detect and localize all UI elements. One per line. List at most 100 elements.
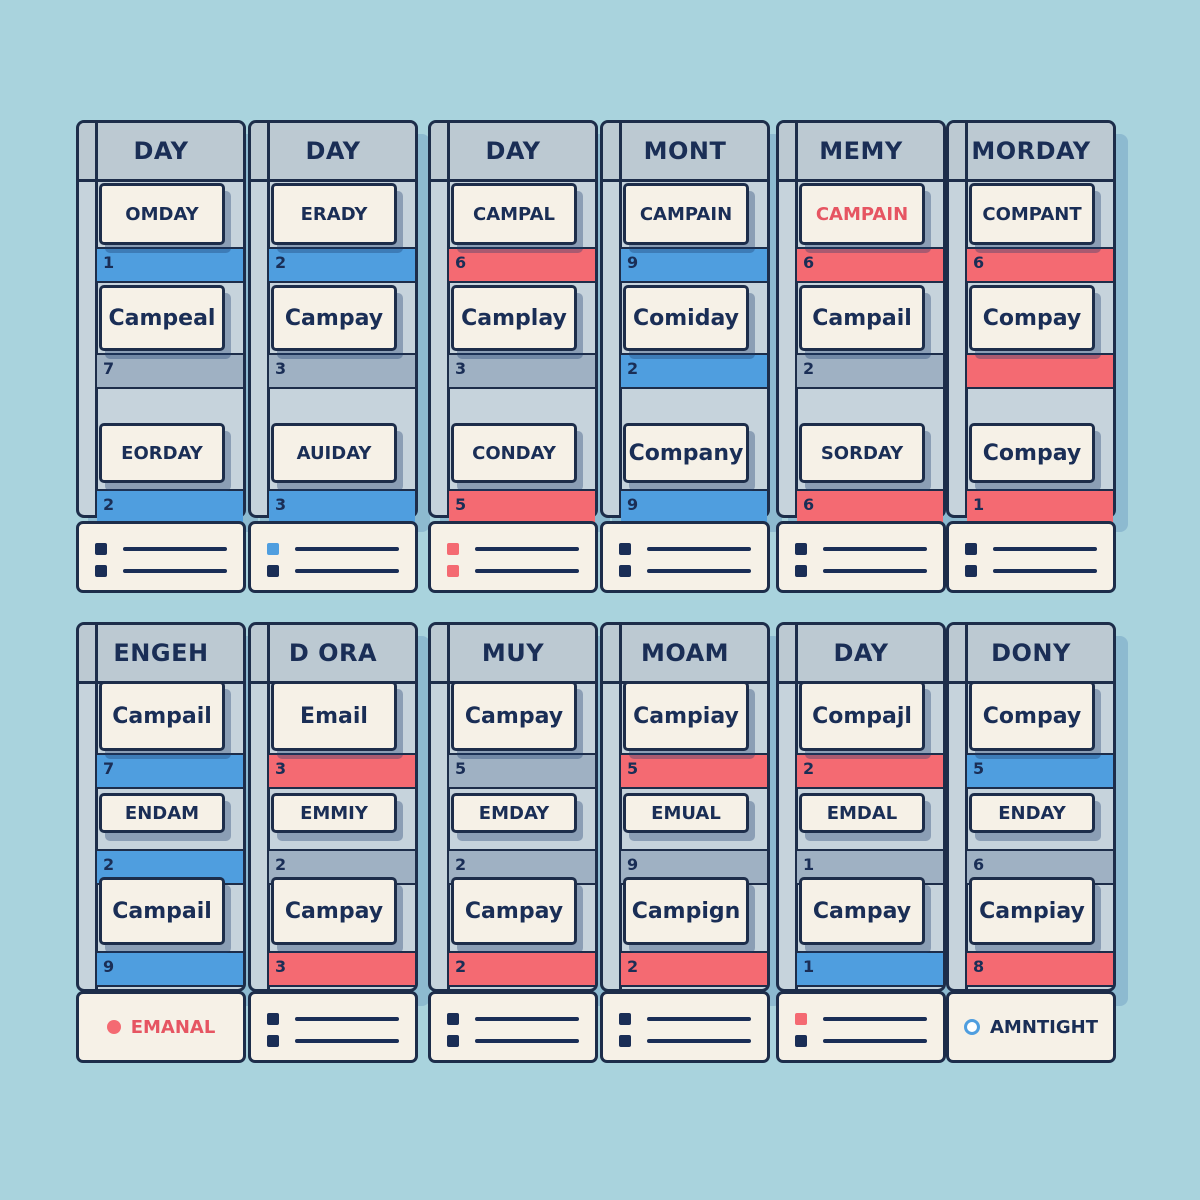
- column-header[interactable]: MUY: [431, 625, 595, 684]
- column-footer[interactable]: [76, 521, 246, 593]
- event-card[interactable]: AUIDAY: [271, 423, 397, 483]
- legend-row: [267, 1012, 399, 1026]
- column-footer[interactable]: [248, 521, 418, 593]
- event-card[interactable]: EMDAY: [451, 793, 577, 833]
- event-card[interactable]: EORDAY: [99, 423, 225, 483]
- column-footer[interactable]: [428, 521, 598, 593]
- event-band[interactable]: 2: [797, 353, 943, 389]
- date-number: 9: [627, 253, 639, 272]
- event-band[interactable]: 8: [967, 951, 1113, 987]
- event-card[interactable]: Company: [623, 423, 749, 483]
- event-card[interactable]: ENDAY: [969, 793, 1095, 833]
- column-footer[interactable]: [776, 991, 946, 1063]
- column-footer[interactable]: [248, 991, 418, 1063]
- event-card[interactable]: Campay: [271, 285, 397, 351]
- event-card[interactable]: Campign: [623, 877, 749, 945]
- event-card[interactable]: Compay: [969, 285, 1095, 351]
- column-header[interactable]: DAY: [251, 123, 415, 182]
- event-band[interactable]: 9: [621, 247, 767, 283]
- event-band[interactable]: 9: [97, 951, 243, 987]
- footer-label: EMANAL: [79, 994, 243, 1060]
- event-card[interactable]: CAMPAIN: [799, 183, 925, 245]
- event-band[interactable]: 6: [449, 247, 595, 283]
- event-band[interactable]: 5: [449, 489, 595, 525]
- event-card[interactable]: Compay: [969, 681, 1095, 751]
- event-band[interactable]: 5: [967, 753, 1113, 789]
- event-band[interactable]: 1: [97, 247, 243, 283]
- date-number: 9: [627, 495, 639, 514]
- event-band[interactable]: 1: [797, 951, 943, 987]
- event-band[interactable]: 3: [269, 951, 415, 987]
- column-footer[interactable]: [946, 521, 1116, 593]
- column-header[interactable]: DONY: [949, 625, 1113, 684]
- event-band[interactable]: 5: [449, 753, 595, 789]
- event-card[interactable]: Camplay: [451, 285, 577, 351]
- event-band[interactable]: 2: [269, 247, 415, 283]
- event-card[interactable]: SORDAY: [799, 423, 925, 483]
- column-footer[interactable]: [776, 521, 946, 593]
- event-card[interactable]: Campiay: [623, 681, 749, 751]
- legend-row: [619, 1034, 751, 1048]
- event-card[interactable]: Campail: [99, 681, 225, 751]
- event-band[interactable]: 3: [269, 489, 415, 525]
- legend-square-icon: [447, 1013, 459, 1025]
- column-header[interactable]: MOAM: [603, 625, 767, 684]
- event-card[interactable]: Email: [271, 681, 397, 751]
- event-band[interactable]: 6: [967, 247, 1113, 283]
- event-band[interactable]: 7: [97, 753, 243, 789]
- event-card[interactable]: Compay: [969, 423, 1095, 483]
- event-band[interactable]: 2: [449, 951, 595, 987]
- column-header[interactable]: MEMY: [779, 123, 943, 182]
- event-band[interactable]: 7: [97, 353, 243, 389]
- event-card[interactable]: Campay: [451, 681, 577, 751]
- legend-square-icon: [795, 543, 807, 555]
- event-band[interactable]: 3: [269, 353, 415, 389]
- event-band[interactable]: 3: [449, 353, 595, 389]
- event-card[interactable]: EMMIY: [271, 793, 397, 833]
- ring-icon: [964, 1019, 980, 1035]
- event-card[interactable]: Campail: [799, 285, 925, 351]
- event-card[interactable]: CAMPAIN: [623, 183, 749, 245]
- event-band[interactable]: 6: [797, 247, 943, 283]
- event-card[interactable]: Campail: [99, 877, 225, 945]
- event-band[interactable]: 2: [621, 951, 767, 987]
- event-card[interactable]: Comiday: [623, 285, 749, 351]
- event-band[interactable]: 1: [967, 489, 1113, 525]
- column-header[interactable]: MONT: [603, 123, 767, 182]
- date-number: 3: [275, 359, 287, 378]
- column-footer[interactable]: AMNTIGHT: [946, 991, 1116, 1063]
- event-card[interactable]: Compajl: [799, 681, 925, 751]
- column-header[interactable]: DAY: [779, 625, 943, 684]
- event-card[interactable]: EMUAL: [623, 793, 749, 833]
- event-band[interactable]: [967, 353, 1113, 389]
- event-band[interactable]: 9: [621, 489, 767, 525]
- event-band[interactable]: 5: [621, 753, 767, 789]
- event-card[interactable]: Campay: [799, 877, 925, 945]
- event-card[interactable]: CONDAY: [451, 423, 577, 483]
- column-footer[interactable]: EMANAL: [76, 991, 246, 1063]
- event-card[interactable]: Campay: [271, 877, 397, 945]
- event-card[interactable]: Campiay: [969, 877, 1095, 945]
- event-card[interactable]: ERADY: [271, 183, 397, 245]
- event-card[interactable]: ENDAM: [99, 793, 225, 833]
- event-card[interactable]: Campay: [451, 877, 577, 945]
- event-card[interactable]: OMDAY: [99, 183, 225, 245]
- column-header[interactable]: DAY: [79, 123, 243, 182]
- event-card[interactable]: COMPANT: [969, 183, 1095, 245]
- event-card[interactable]: CAMPAL: [451, 183, 577, 245]
- column-footer[interactable]: [428, 991, 598, 1063]
- event-card[interactable]: Campeal: [99, 285, 225, 351]
- event-band[interactable]: 2: [621, 353, 767, 389]
- legend-row: [795, 564, 927, 578]
- column-header[interactable]: MORDAY: [949, 123, 1113, 182]
- column-footer[interactable]: [600, 991, 770, 1063]
- event-band[interactable]: 6: [797, 489, 943, 525]
- event-band[interactable]: 3: [269, 753, 415, 789]
- column-footer[interactable]: [600, 521, 770, 593]
- column-header[interactable]: DAY: [431, 123, 595, 182]
- event-band[interactable]: 2: [797, 753, 943, 789]
- event-card[interactable]: EMDAL: [799, 793, 925, 833]
- event-band[interactable]: 2: [97, 489, 243, 525]
- column-header[interactable]: ENGEH: [79, 625, 243, 684]
- column-header[interactable]: D ORA: [251, 625, 415, 684]
